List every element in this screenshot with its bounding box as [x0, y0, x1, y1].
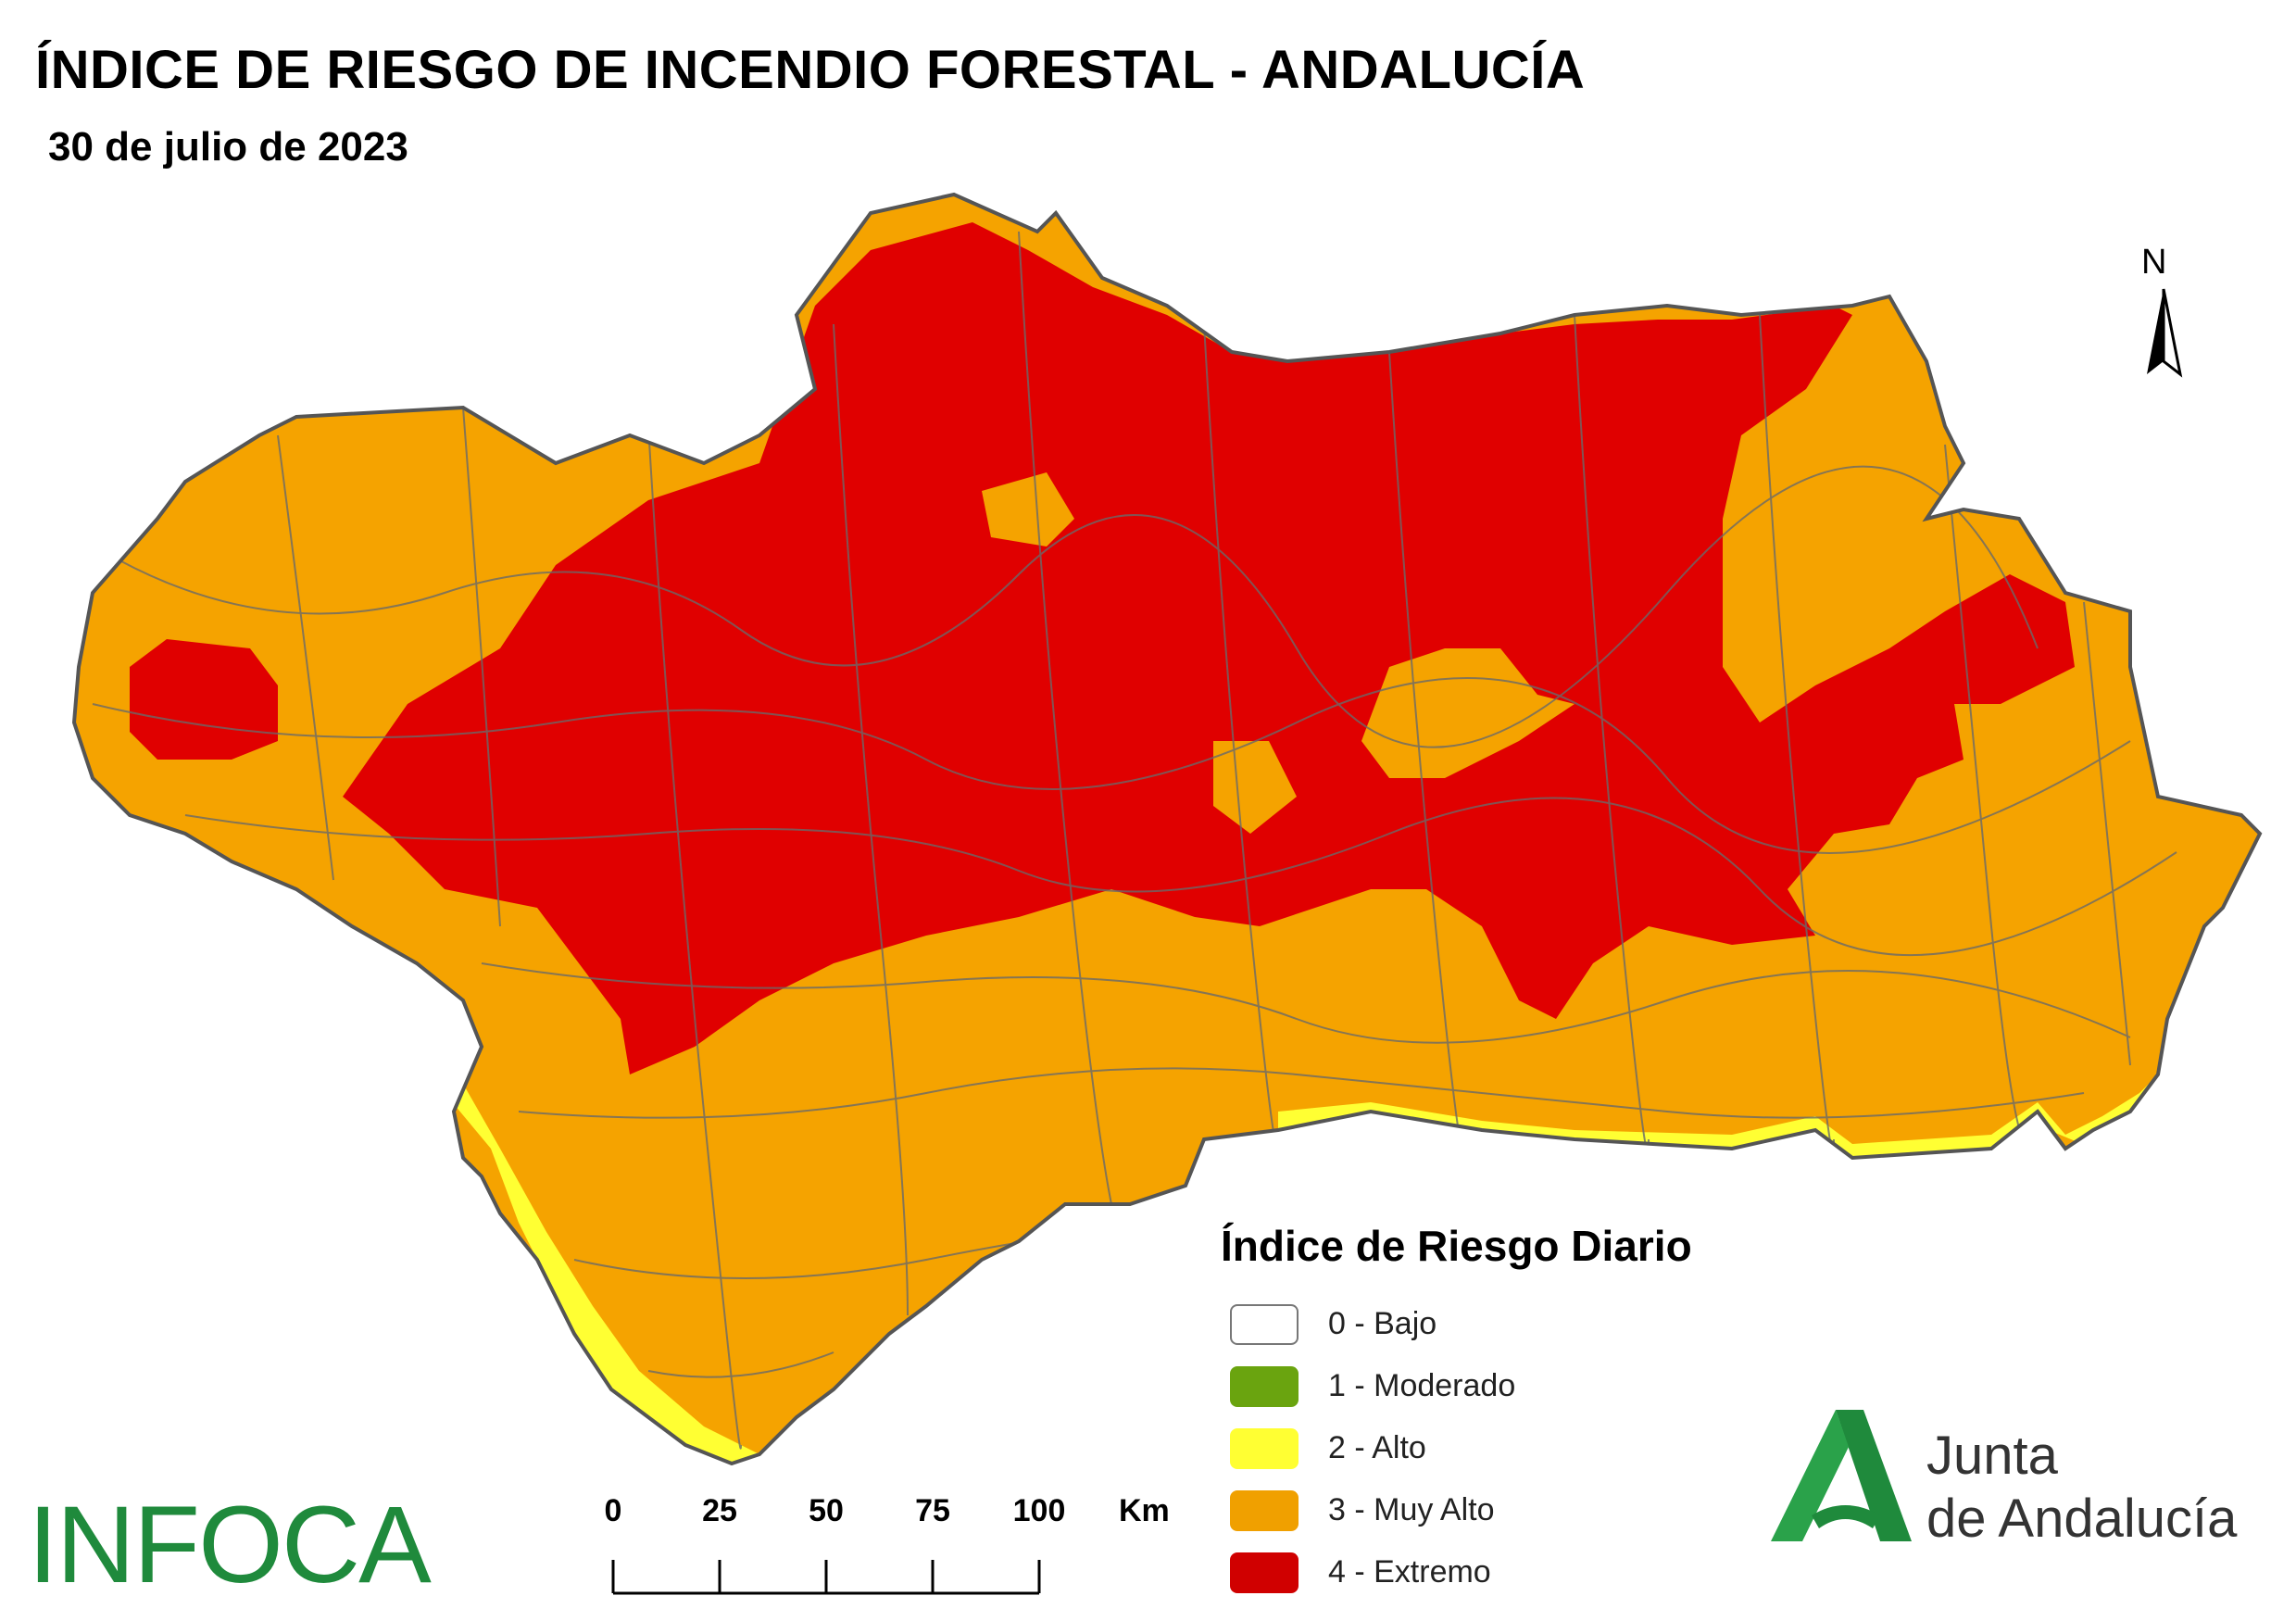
- legend-label-extremo: 4 - Extremo: [1328, 1554, 1491, 1590]
- legend-swatch-muy-alto: [1230, 1489, 1299, 1531]
- risk-zone-extremo-interior: [343, 222, 2075, 1074]
- municipal-boundary-line: [277, 434, 334, 881]
- municipal-boundary-line: [92, 677, 2131, 854]
- municipal-boundary-line: [110, 465, 2039, 748]
- scale-tick-label: 50: [809, 1493, 844, 1528]
- municipal-boundaries: [92, 231, 2177, 1450]
- legend-item-alto: 2 - Alto: [1221, 1417, 1869, 1479]
- legend-swatch-bajo: [1230, 1303, 1299, 1345]
- municipal-boundary-line: [1574, 314, 1650, 1153]
- municipal-boundary-line: [647, 1351, 834, 1378]
- scale-tick-label: 75: [915, 1493, 950, 1528]
- legend-swatch-alto: [1230, 1427, 1299, 1469]
- risk-zone-alto-west-coast: [445, 1084, 759, 1464]
- municipal-boundary-line: [462, 407, 501, 927]
- scale-bar: 0 25 50 75 100 Km: [602, 1493, 1195, 1604]
- legend-label-moderado: 1 - Moderado: [1328, 1368, 1516, 1403]
- legend-swatch-moderado: [1230, 1365, 1299, 1407]
- legend-swatch-extremo: [1230, 1552, 1299, 1593]
- legend-title: Índice de Riesgo Diario: [1221, 1222, 1692, 1270]
- north-arrow-icon: [2147, 288, 2183, 378]
- municipal-boundary-line: [184, 797, 2177, 957]
- municipal-boundary-line: [2083, 601, 2131, 1066]
- legend: Índice de Riesgo Diario 0 - Bajo 1 - Mod…: [1221, 1221, 1869, 1603]
- legend-item-muy-alto: 3 - Muy Alto: [1221, 1479, 1869, 1541]
- north-label: N: [2141, 243, 2167, 282]
- risk-zone-muy-alto-island: [982, 472, 1074, 547]
- junta-line2: de Andalucía: [1926, 1489, 2238, 1549]
- scale-unit: Km: [1119, 1493, 1170, 1528]
- infoca-logo: INFOCA: [28, 1484, 432, 1606]
- andalucia-outline: [71, 192, 2263, 1466]
- junta-andalucia-logo-icon: [1771, 1410, 1912, 1541]
- junta-line1: Junta: [1926, 1426, 2058, 1486]
- legend-label-bajo: 0 - Bajo: [1328, 1306, 1437, 1341]
- legend-item-extremo: 4 - Extremo: [1221, 1541, 1869, 1603]
- municipal-boundary-line: [481, 962, 2131, 1044]
- scale-bar-graphic: [611, 1560, 1041, 1595]
- municipal-boundary-line: [518, 1067, 2085, 1119]
- scale-tick-label: 100: [1012, 1493, 1066, 1528]
- scale-tick-label: 0: [604, 1493, 622, 1528]
- municipal-boundary-line: [833, 323, 909, 1316]
- map-date: 30 de julio de 2023: [48, 124, 408, 170]
- legend-label-alto: 2 - Alto: [1328, 1430, 1426, 1465]
- scale-tick-label: 25: [702, 1493, 737, 1528]
- risk-zone-extremo-huelva: [130, 639, 278, 760]
- map-title: ÍNDICE DE RIESGO DE INCENDIO FORESTAL - …: [35, 40, 1586, 100]
- legend-item-moderado: 1 - Moderado: [1221, 1355, 1869, 1417]
- municipal-boundary-line: [1018, 231, 1112, 1205]
- legend-label-muy-alto: 3 - Muy Alto: [1328, 1492, 1495, 1527]
- municipal-boundary-line: [647, 425, 742, 1450]
- risk-zone-muy-alto-island: [1213, 741, 1297, 834]
- legend-item-bajo: 0 - Bajo: [1221, 1293, 1869, 1355]
- junta-andalucia-wordmark: Junta de Andalucía: [1926, 1425, 2237, 1551]
